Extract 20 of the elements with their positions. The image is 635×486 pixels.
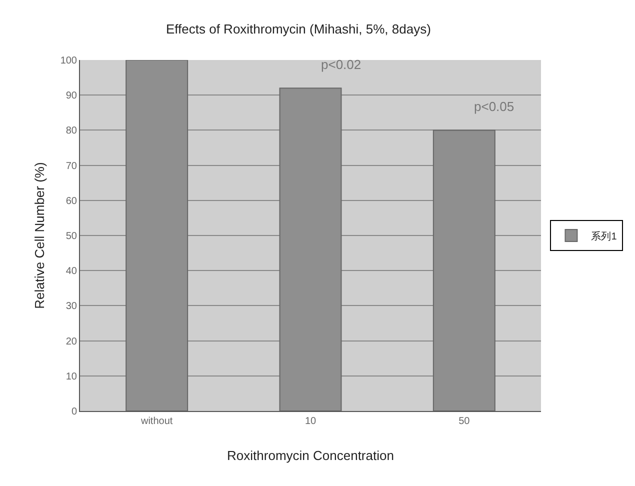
y-tick-label: 90 xyxy=(66,90,78,102)
x-tick-label: 10 xyxy=(304,416,316,427)
y-tick-label: 100 xyxy=(60,56,78,66)
y-tick-label: 50 xyxy=(66,231,78,242)
y-tick-label: 20 xyxy=(66,336,78,348)
legend-label: 系列1 xyxy=(591,230,618,242)
y-axis-title: Relative Cell Number (%) xyxy=(32,162,47,309)
annotation: p<0.02 xyxy=(321,57,362,72)
y-tick-label: 0 xyxy=(71,406,78,418)
x-tick-label: without xyxy=(140,416,173,427)
y-tick-label: 70 xyxy=(66,160,78,172)
x-axis-title: Roxithromycin Concentration xyxy=(227,448,394,463)
annotation: p<0.05 xyxy=(474,99,514,114)
y-tick-label: 40 xyxy=(66,266,78,278)
y-tick-label: 60 xyxy=(66,196,78,207)
y-tick-label: 30 xyxy=(66,301,78,312)
y-tick-label: 10 xyxy=(66,371,78,382)
x-tick-label: 50 xyxy=(458,416,470,427)
y-tick-label: 80 xyxy=(66,126,78,137)
chart-title: Effects of Roxithromycin (Mihashi, 5%, 8days) xyxy=(166,21,431,36)
